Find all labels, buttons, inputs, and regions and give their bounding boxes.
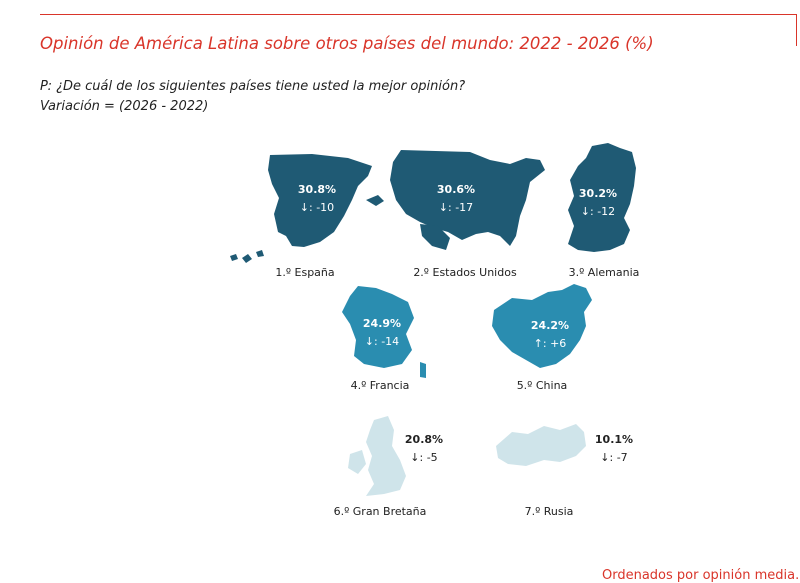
china-label: 5.º China [517, 379, 568, 392]
variation-note: Variación = (2026 - 2022) [40, 99, 209, 114]
header-rule-corner [796, 14, 797, 46]
china-value: 24.2% [531, 319, 569, 332]
germany-value: 30.2% [579, 187, 617, 200]
france-change: ↓: -14 [365, 335, 399, 348]
gb-map-shape [366, 416, 406, 496]
france-label: 4.º Francia [351, 379, 410, 392]
spain-balearic-shape [366, 195, 384, 206]
gb-ireland-shape [348, 450, 366, 474]
russia-change: ↓: -7 [600, 451, 627, 464]
russia-label: 7.º Rusia [525, 505, 574, 518]
gb-change: ↓: -5 [410, 451, 437, 464]
chart-title: Opinión de América Latina sobre otros pa… [40, 34, 654, 53]
spain-value: 30.8% [298, 183, 336, 196]
russia-value: 10.1% [595, 433, 633, 446]
usa-value: 30.6% [437, 183, 475, 196]
germany-change: ↓: -12 [581, 205, 615, 218]
china-map-shape [492, 284, 592, 368]
country-germany: 30.2% ↓: -12 3.º Alemania [568, 143, 639, 279]
survey-question: P: ¿De cuál de los siguientes países tie… [40, 79, 466, 94]
usa-label: 2.º Estados Unidos [413, 266, 517, 279]
country-russia: 10.1% ↓: -7 7.º Rusia [496, 424, 633, 518]
russia-map-shape [496, 424, 586, 466]
footer-note: Ordenados por opinión media... [602, 568, 800, 583]
usa-alaska-shape [420, 224, 450, 250]
spain-label: 1.º España [275, 266, 334, 279]
france-value: 24.9% [363, 317, 401, 330]
country-china: 24.2% ↑: +6 5.º China [492, 284, 592, 392]
country-france: 24.9% ↓: -14 4.º Francia [342, 286, 426, 392]
spain-canary-shape [230, 250, 264, 263]
country-usa: 30.6% ↓: -17 2.º Estados Unidos [390, 150, 545, 279]
usa-map-shape [390, 150, 545, 246]
spain-map-shape [268, 154, 372, 247]
germany-map-shape [568, 143, 636, 252]
header-rule [40, 14, 796, 15]
germany-label: 3.º Alemania [569, 266, 640, 279]
france-corsica-shape [420, 362, 426, 378]
gb-label: 6.º Gran Bretaña [334, 505, 427, 518]
country-spain: 30.8% ↓: -10 1.º España [230, 154, 384, 279]
france-map-shape [342, 286, 414, 368]
spain-change: ↓: -10 [300, 201, 334, 214]
gb-value: 20.8% [405, 433, 443, 446]
country-great-britain: 20.8% ↓: -5 6.º Gran Bretaña [334, 416, 443, 518]
china-change: ↑: +6 [534, 337, 567, 350]
usa-change: ↓: -17 [439, 201, 473, 214]
